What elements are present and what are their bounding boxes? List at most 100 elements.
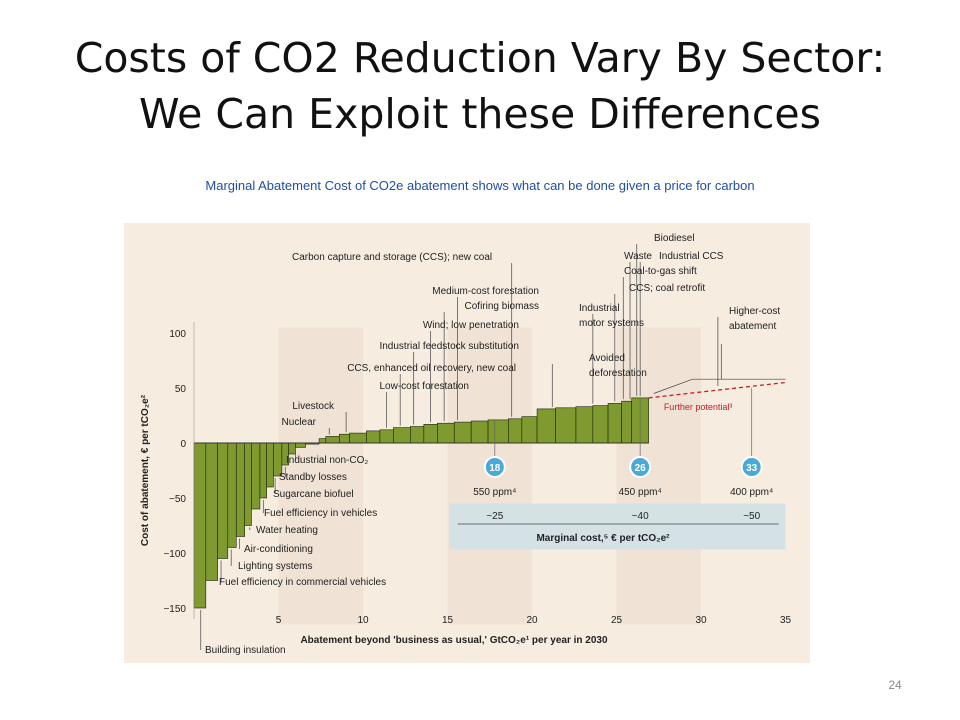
annotation-label-above-7: Industrial [579,303,620,314]
annotation-label-above-19: Higher-cost [729,306,780,317]
annotation-leader-lines [200,244,786,650]
y-tick-label: −150 [163,604,186,615]
annotation-label-below-7: Lighting systems [238,561,312,572]
bar-segment-25 [453,421,472,444]
bar-segment-22 [410,426,425,444]
annotation-label-below-4: Fuel efficiency in vehicles [264,508,377,519]
slide-subtitle: Marginal Abatement Cost of CO2e abatemen… [205,178,755,193]
scenario-33-marker [740,456,763,478]
annotation-label-below-6: Air-conditioning [244,544,313,555]
scenario-26-marker [629,456,652,478]
annotation-labels: Carbon capture and storage (CCS); new co… [205,233,780,656]
shaded-band-3 [616,327,701,625]
further-potential-line [648,381,786,399]
x-tick-label: 5 [276,615,282,626]
slide-title-line-2: We Can Exploit these Differences [139,90,821,138]
y-tick-label: 0 [180,439,186,450]
scenario-markers: 18 550 ppm⁴ ~25 26 450 ppm⁴ ~40 33 400 ppm⁴ ~50 M… [457,388,779,544]
x-tick-label: 20 [526,615,538,626]
chart-shaded-bands [278,327,786,625]
x-tick-label: 25 [611,615,623,626]
bar-segment-8 [259,442,267,499]
bar-segment-26 [470,420,489,444]
bar-segment-1 [193,442,207,609]
y-tick-label: 100 [169,329,186,340]
scenario-33-ppm: 400 ppm⁴ [730,487,773,498]
bar-segment-23 [423,424,438,444]
x-tick-label: 30 [695,615,707,626]
annotation-label-above-14: Low-cost forestation [380,381,470,392]
bar-segment-21 [393,427,411,444]
annotation-label-above-2: Biodiesel [654,233,695,244]
x-tick-label: 35 [780,615,792,626]
annotation-label-above-17: Avoided [589,353,625,364]
shaded-band-1 [278,327,363,625]
scenario-18-ppm: 550 ppm⁴ [473,487,516,498]
marginal-abatement-cost-chart: Further potential³ Carbon capture and st… [124,223,810,663]
bar-segment-15 [318,438,327,444]
bar-segment-33 [592,405,609,444]
x-axis-title: Abatement beyond 'business as usual,' Gt… [300,635,608,646]
bar-segment-2 [205,442,218,581]
scenario-18-marker-label: 18 [489,463,501,474]
bar-segment-30 [536,408,556,444]
annotation-label-below-1: Industrial non-CO₂ [286,455,368,466]
higher-cost-bracket [653,344,786,394]
marginal-cost-band [449,503,786,550]
y-tick-label: −50 [169,494,186,505]
bar-segment-13 [295,442,306,448]
bar-segment-7 [251,442,261,510]
annotation-label-above-18: deforestation [589,368,647,379]
cost-curve: Further potential³ [648,381,786,412]
y-axis-title: Cost of abatement, € per tCO₂e² [140,394,151,546]
annotation-label-above-20: abatement [729,321,776,332]
annotation-label-below-5: Water heating [256,525,318,536]
bar-segment-24 [437,422,455,444]
bar-segment-32 [575,406,594,444]
annotation-label-below-3: Sugarcane biofuel [273,489,354,500]
annotation-label-below-2: Standby losses [279,472,347,483]
annotation-label-above-13: CCS, enhanced oil recovery, new coal [347,363,516,374]
annotation-label-above-15: Livestock [292,401,335,412]
y-tick-label: 50 [175,384,187,395]
bar-segment-34 [607,403,622,444]
annotation-label-above-3: Industrial CCS [659,251,724,262]
chart-axes: 100 50 0 −50 −100 −150 5 10 15 20 25 30 35 Abatement … [140,322,791,646]
annotation-label-above-4: Waste [624,251,652,262]
bar-segment-27 [487,419,509,444]
slide-title-line-1: Costs of CO2 Reduction Vary By Sector: [74,34,886,82]
bar-segment-18 [349,432,367,444]
annotation-label-above-10: Cofiring biomass [465,301,539,312]
scenario-18-marker [483,456,506,478]
bar-segment-20 [379,429,394,444]
page-number: 24 [888,678,902,692]
scenario-26-marker-label: 26 [635,463,647,474]
annotation-label-above-6: CCS; coal retrofit [629,283,705,294]
bar-segment-19 [366,430,381,444]
bar-segment-4 [227,442,237,548]
bar-segment-31 [555,407,577,444]
scenario-33-marginal-cost: ~50 [743,511,760,522]
annotation-label-below-9: Building insulation [205,645,286,656]
annotation-label-above-5: Coal-to-gas shift [624,266,697,277]
bar-segment-9 [266,442,274,488]
bar-segment-12 [288,442,296,455]
scenario-26-marginal-cost: ~40 [632,511,649,522]
annotation-label-above-1: Carbon capture and storage (CCS); new co… [292,252,492,263]
bar-segment-35 [621,400,633,444]
bar-segment-16 [325,436,340,444]
bar-segment-17 [339,433,350,444]
annotation-label-above-8: motor systems [579,318,644,329]
bar-segment-5 [235,442,245,537]
annotation-label-above-16: Nuclear [282,417,317,428]
annotation-label-above-12: Industrial feedstock substitution [379,341,519,352]
slide-title: Costs of CO2 Reduction Vary By Sector: W… [0,30,960,142]
scenario-26-ppm: 450 ppm⁴ [619,487,662,498]
scenario-18-marginal-cost: ~25 [486,511,503,522]
bar-segment-28 [508,418,523,444]
annotation-label-below-8: Fuel efficiency in commercial vehicles [219,577,386,588]
bar-segment-3 [217,442,229,559]
y-tick-label: −100 [163,549,186,560]
further-potential-label: Further potential³ [664,402,733,412]
x-tick-label: 10 [357,615,369,626]
